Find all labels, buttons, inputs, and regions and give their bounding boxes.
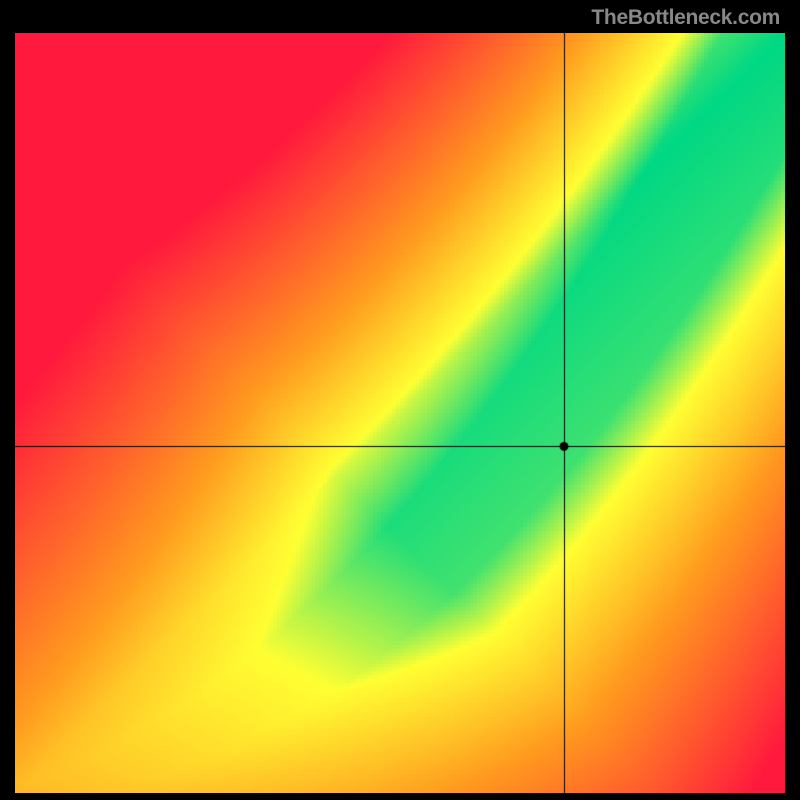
chart-container: TheBottleneck.com	[0, 0, 800, 800]
crosshair-overlay	[15, 33, 785, 793]
watermark-text: TheBottleneck.com	[591, 6, 780, 30]
